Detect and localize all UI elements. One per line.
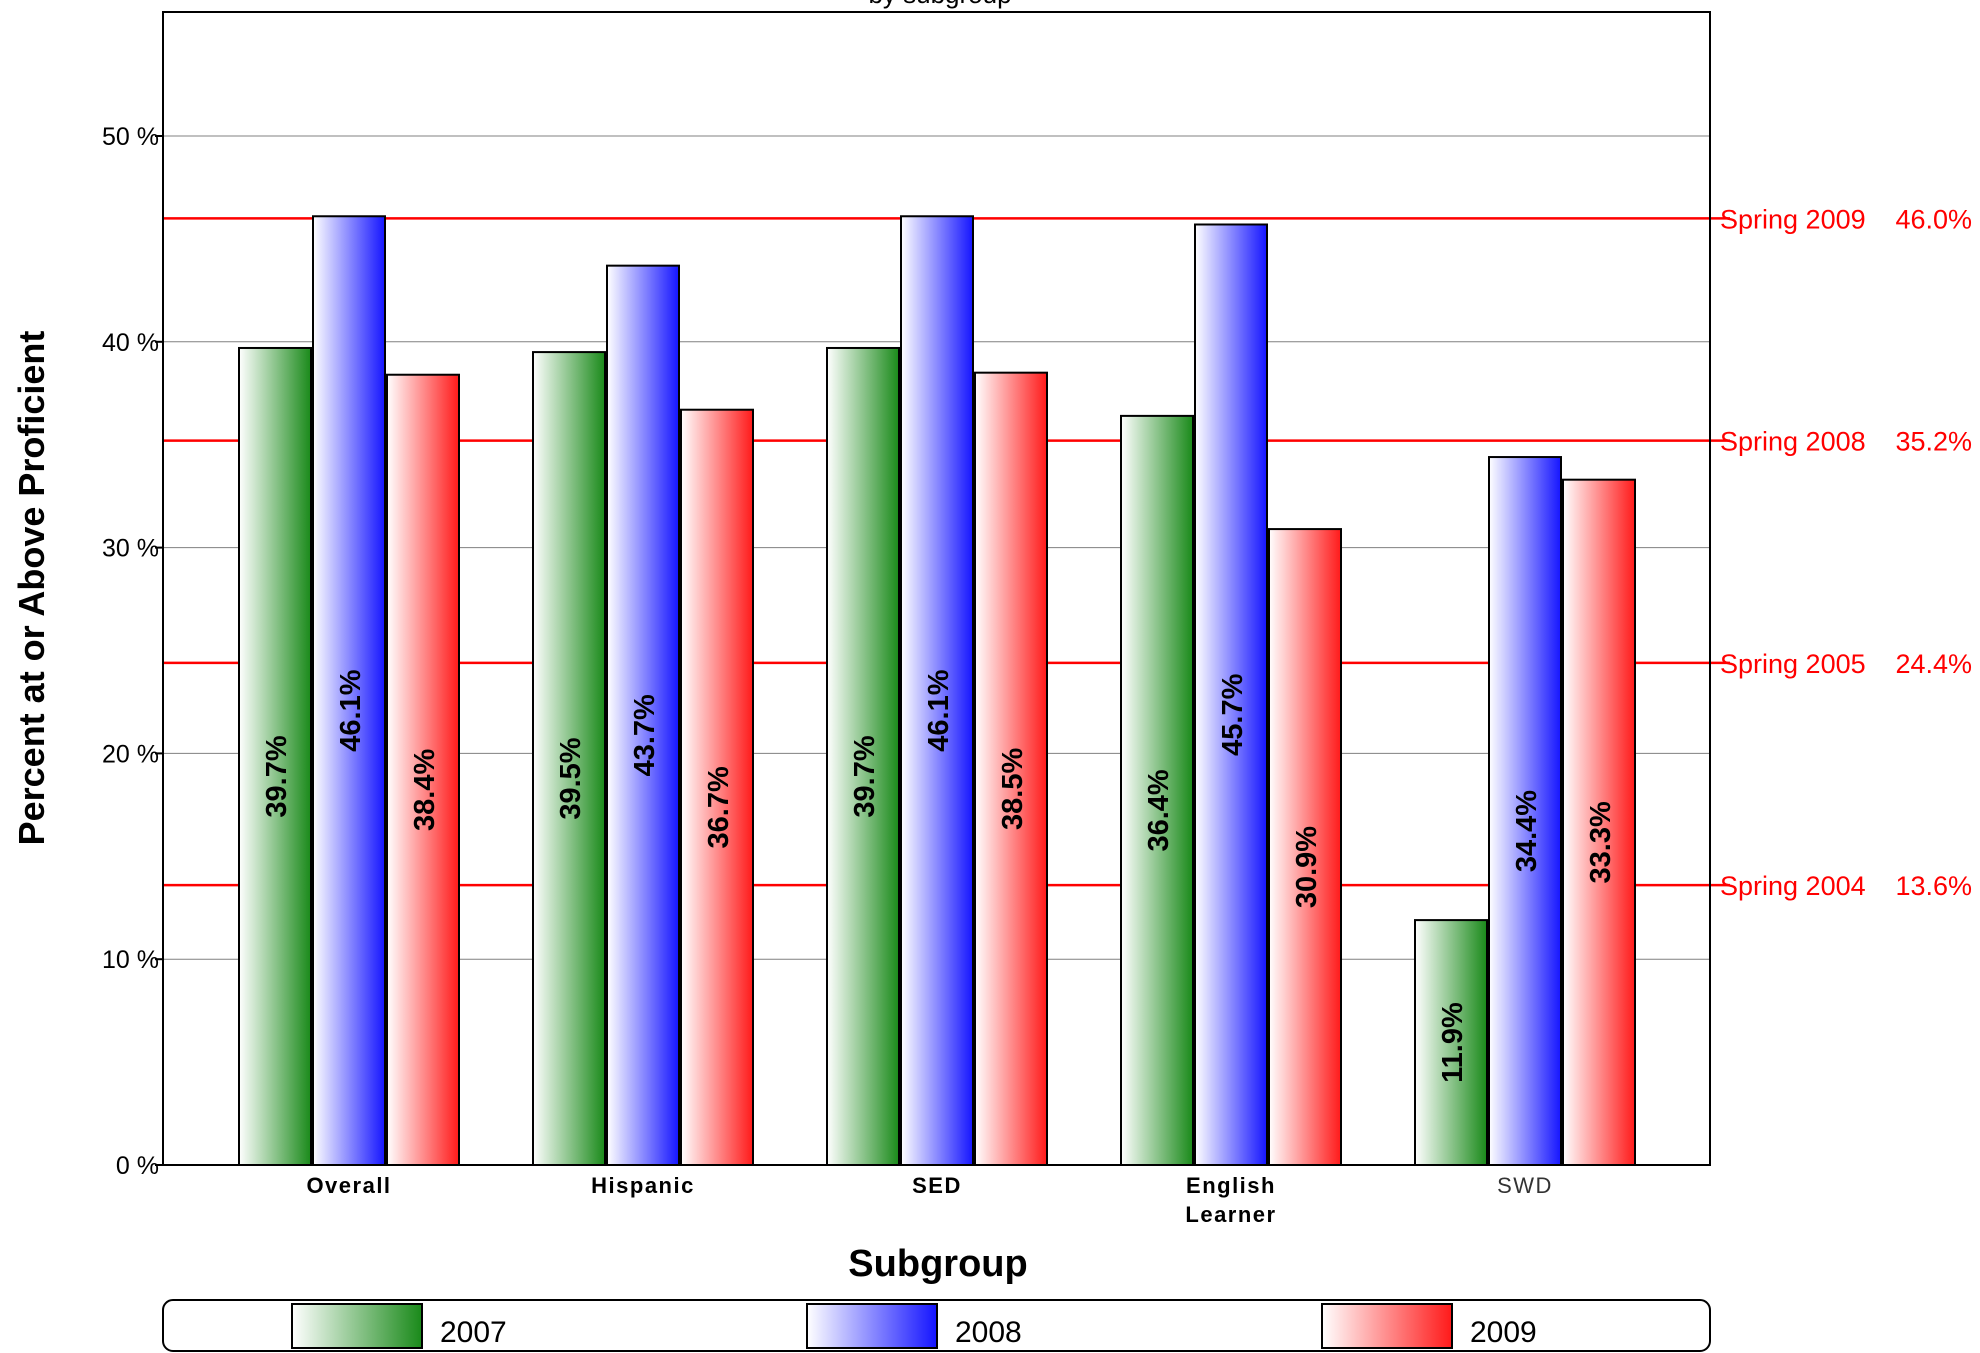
y-axis-title: Percent at or Above Proficient: [11, 331, 52, 846]
reference-line-value: 24.4%: [1895, 649, 1972, 679]
bar-value-label: 39.5%: [555, 737, 587, 819]
bar: [1562, 478, 1636, 1167]
bar-value-label: 46.1%: [923, 669, 955, 751]
reference-line-value: 13.6%: [1895, 871, 1972, 901]
bar-value-label: 39.7%: [261, 735, 293, 817]
bar: [238, 346, 312, 1166]
bar-value-label: 34.4%: [1511, 790, 1543, 872]
y-tick-label: 0 %: [116, 1152, 159, 1180]
x-tick-label: English: [1186, 1173, 1276, 1198]
reference-line-value: 35.2%: [1895, 427, 1972, 457]
x-tick-label: SWD: [1497, 1173, 1553, 1198]
reference-line-label: Spring 2005: [1720, 649, 1866, 679]
x-tick-label: Overall: [306, 1173, 391, 1198]
bar-value-label: 30.9%: [1291, 826, 1323, 908]
bar-value-label: 38.5%: [997, 748, 1029, 830]
bar: [900, 215, 974, 1166]
reference-line-label: Spring 2009: [1720, 204, 1866, 234]
legend-label: 2007: [440, 1316, 507, 1349]
bar-value-label: 43.7%: [629, 694, 661, 776]
y-tick-label: 20 %: [102, 740, 159, 768]
bar-value-label: 39.7%: [849, 735, 881, 817]
x-tick-label: Hispanic: [591, 1173, 695, 1198]
legend-label: 2008: [955, 1316, 1022, 1349]
bar-value-label: 33.3%: [1585, 801, 1617, 883]
x-tick-label: SED: [912, 1173, 962, 1198]
bar-value-label: 36.7%: [703, 766, 735, 848]
plot-frame: [162, 11, 1711, 1166]
bar: [680, 408, 754, 1166]
reference-line-value: 46.0%: [1895, 204, 1972, 234]
bar-value-label: 11.9%: [1437, 1002, 1469, 1083]
y-tick-label: 10 %: [102, 946, 159, 974]
bar-value-label: 46.1%: [335, 669, 367, 751]
bar: [1268, 528, 1342, 1166]
x-tick-label: Learner: [1185, 1202, 1276, 1227]
bar: [1120, 414, 1194, 1166]
legend-swatch: [806, 1303, 938, 1349]
y-tick-label: 30 %: [102, 535, 159, 563]
reference-line-label: Spring 2008: [1720, 427, 1866, 457]
x-axis-title: Subgroup: [848, 1243, 1027, 1285]
bar-value-label: 45.7%: [1217, 673, 1249, 755]
legend-label: 2009: [1470, 1316, 1537, 1349]
legend-swatch: [1321, 1303, 1453, 1349]
bar: [1194, 223, 1268, 1166]
y-tick-label: 50 %: [102, 123, 159, 151]
bar-value-label: 38.4%: [409, 749, 441, 831]
bar: [1488, 456, 1562, 1167]
bar: [974, 371, 1048, 1167]
legend-swatch: [291, 1303, 423, 1349]
bar-value-label: 36.4%: [1143, 769, 1175, 851]
reference-line-label: Spring 2004: [1720, 871, 1866, 901]
bar: [1414, 919, 1488, 1167]
chart-title: by subgroup: [868, 0, 1011, 9]
bar: [826, 346, 900, 1166]
y-tick-label: 40 %: [102, 329, 159, 357]
